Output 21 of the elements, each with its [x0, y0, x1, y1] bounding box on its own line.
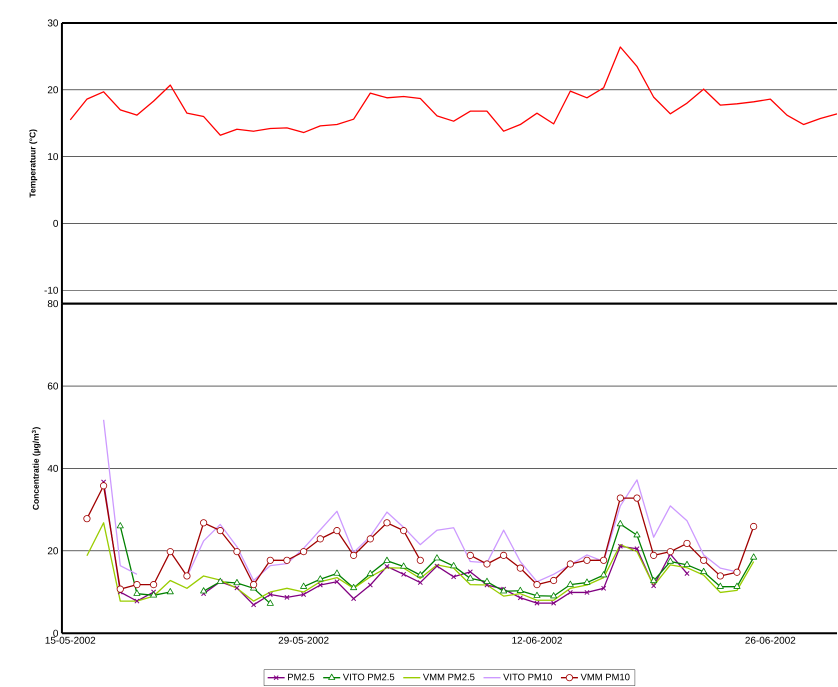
y-tick-label: 0 [53, 630, 58, 637]
y-tick-label: 10 [48, 153, 58, 160]
y-axis-title: Concentratie (µg/m$^{3}$) [32, 427, 41, 510]
y-tick-label: 80 [48, 300, 58, 308]
y-tick-label: 30 [48, 19, 58, 26]
x-tick-label: 12-06-2002 [512, 636, 562, 644]
y-tick-label: 0 [53, 220, 58, 227]
x-tick-label: 29-05-2002 [278, 636, 329, 644]
y-tick-label: 40 [48, 464, 58, 472]
y-tick-label: 20 [48, 547, 58, 554]
legend-label: PM2.5 [288, 674, 314, 680]
y-tick-label: -10 [44, 286, 58, 294]
legend-label: VMM PM2.5 [422, 674, 474, 680]
y-axis-title: Temperatuur (°C) [29, 129, 38, 198]
legend-label: VMM PM10 [580, 674, 630, 680]
y-tick-label: 20 [48, 86, 58, 94]
legend-label: VITO PM2.5 [342, 674, 394, 680]
x-tick-label: 26-06-2002 [745, 636, 796, 644]
legend-label: VITO PM10 [503, 674, 552, 680]
y-tick-label: 60 [48, 382, 58, 390]
x-tick-label: 15-05-2002 [46, 636, 96, 644]
